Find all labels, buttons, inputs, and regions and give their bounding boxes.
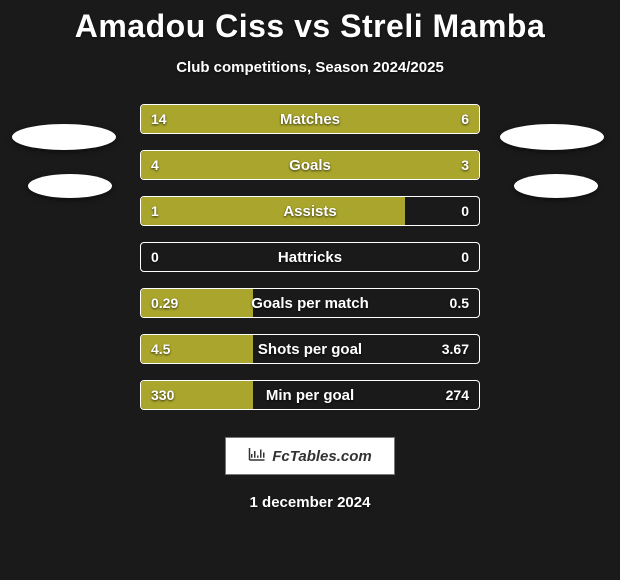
stat-row: 00Hattricks (140, 242, 480, 272)
badge-text: FcTables.com (272, 448, 371, 465)
stat-row: 43Goals (140, 150, 480, 180)
metric-label: Assists (141, 203, 479, 220)
stat-row: 0.290.5Goals per match (140, 288, 480, 318)
source-badge: FcTables.com (226, 438, 393, 474)
stat-row: 4.53.67Shots per goal (140, 334, 480, 364)
stat-row: 10Assists (140, 196, 480, 226)
comparison-chart: 146Matches 43Goals 10Assists 00Hattricks 0.2… (0, 104, 620, 426)
metric-label: Shots per goal (141, 341, 479, 358)
metric-label: Hattricks (141, 249, 479, 266)
decorative-ellipse (28, 174, 112, 198)
page-subtitle: Club competitions, Season 2024/2025 (176, 59, 444, 76)
metric-label: Goals per match (141, 295, 479, 312)
decorative-ellipse (500, 124, 604, 150)
chart-icon (248, 446, 266, 466)
stat-row: 146Matches (140, 104, 480, 134)
metric-label: Min per goal (141, 387, 479, 404)
stat-row: 330274Min per goal (140, 380, 480, 410)
metric-label: Matches (141, 111, 479, 128)
decorative-ellipse (12, 124, 116, 150)
decorative-ellipse (514, 174, 598, 198)
metric-label: Goals (141, 157, 479, 174)
date-label: 1 december 2024 (250, 494, 371, 511)
page-title: Amadou Ciss vs Streli Mamba (75, 8, 546, 45)
